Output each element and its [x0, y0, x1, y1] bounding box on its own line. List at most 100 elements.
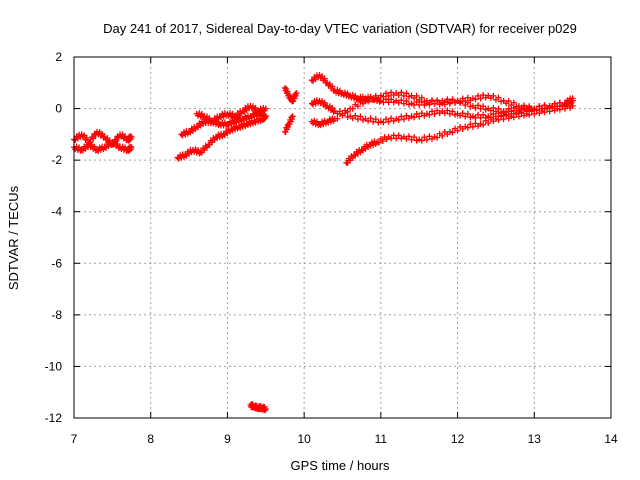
data-point	[480, 103, 487, 110]
gridlines	[74, 57, 611, 418]
data-point	[329, 83, 336, 90]
data-point	[352, 112, 359, 119]
data-point	[398, 89, 405, 96]
data-point	[90, 135, 97, 142]
data-point	[88, 134, 95, 141]
data-point	[546, 108, 553, 115]
plot-frame	[73, 56, 612, 419]
x-axis-label: GPS time / hours	[291, 458, 390, 473]
data-point	[385, 92, 392, 99]
x-tick-label: 14	[604, 432, 618, 446]
data-point	[413, 92, 420, 99]
x-tick-label: 7	[71, 432, 78, 446]
data-point	[441, 101, 448, 108]
data-point	[367, 115, 374, 122]
data-point	[339, 112, 346, 119]
data-point	[462, 98, 469, 105]
data-point	[344, 108, 351, 115]
data-point	[357, 113, 364, 120]
data-point	[128, 133, 135, 140]
data-point	[449, 129, 456, 136]
x-tick-label: 13	[528, 432, 542, 446]
y-tick-label: -6	[51, 256, 62, 270]
data-point	[541, 109, 548, 116]
data-point	[83, 135, 90, 142]
data-point	[388, 96, 395, 103]
y-tick-label: -4	[51, 205, 62, 219]
data-point	[128, 144, 135, 151]
chart-title: Day 241 of 2017, Sidereal Day-to-day VTE…	[103, 21, 577, 36]
data-point	[393, 135, 400, 142]
x-tick-label: 11	[375, 432, 388, 446]
data-point	[87, 138, 94, 145]
x-tick-label: 9	[224, 432, 231, 446]
data-point	[321, 99, 328, 106]
data-point	[480, 121, 487, 128]
data-point	[434, 98, 441, 105]
data-point	[262, 105, 269, 112]
data-point	[370, 96, 377, 103]
data-point	[429, 97, 435, 104]
data-point	[464, 124, 471, 131]
data-point	[385, 99, 392, 106]
data-point	[423, 136, 430, 143]
data-point	[262, 113, 269, 120]
axis-ticks: 7 8 9 10 11 12 13 14 2 0 -2 -4 -6 -8 -10 -12	[45, 50, 618, 446]
data-point	[556, 106, 563, 113]
data-point	[439, 132, 446, 139]
data-point	[485, 119, 492, 126]
data-point	[454, 127, 461, 134]
data-point	[321, 75, 328, 82]
data-point	[395, 116, 402, 123]
data-point	[510, 114, 517, 121]
data-point	[459, 110, 466, 117]
data-point	[444, 107, 451, 114]
data-point	[261, 114, 268, 121]
data-point	[388, 135, 395, 142]
data-point	[365, 98, 372, 105]
data-point	[403, 90, 410, 97]
data-point	[490, 92, 497, 99]
data-point	[418, 94, 425, 101]
data-point	[434, 134, 441, 141]
x-tick-label: 10	[297, 432, 311, 446]
data-point	[99, 130, 106, 137]
data-point	[561, 105, 568, 112]
data-point	[431, 110, 438, 117]
data-point	[379, 138, 386, 145]
y-tick-label: -8	[51, 308, 62, 322]
y-tick-label: -10	[45, 359, 63, 373]
data-point	[446, 100, 453, 107]
data-point	[426, 111, 433, 118]
data-point	[400, 116, 407, 123]
data-point	[500, 116, 507, 123]
data-point	[510, 99, 517, 106]
y-tick-label: -2	[51, 153, 62, 167]
data-point	[416, 113, 423, 120]
data-point	[495, 94, 502, 101]
data-point	[515, 113, 522, 120]
data-point	[114, 141, 121, 148]
x-tick-label: 8	[147, 432, 154, 446]
y-tick-label: 2	[55, 50, 62, 64]
data-point	[411, 134, 418, 141]
data-point	[411, 114, 418, 121]
data-point	[289, 113, 296, 120]
data-point	[252, 104, 259, 111]
data-point	[475, 102, 482, 109]
data-point	[472, 96, 479, 103]
y-tick-label: 0	[55, 102, 62, 116]
data-point	[477, 95, 484, 102]
data-point	[521, 102, 528, 109]
data-point	[418, 137, 425, 144]
data-point	[122, 133, 129, 140]
data-point	[262, 405, 269, 412]
data-point	[329, 104, 336, 111]
data-point	[380, 93, 387, 100]
data-point	[449, 108, 456, 115]
data-point	[354, 103, 361, 110]
data-point	[505, 98, 512, 105]
data-point	[569, 97, 576, 104]
x-tick-label: 12	[451, 432, 465, 446]
